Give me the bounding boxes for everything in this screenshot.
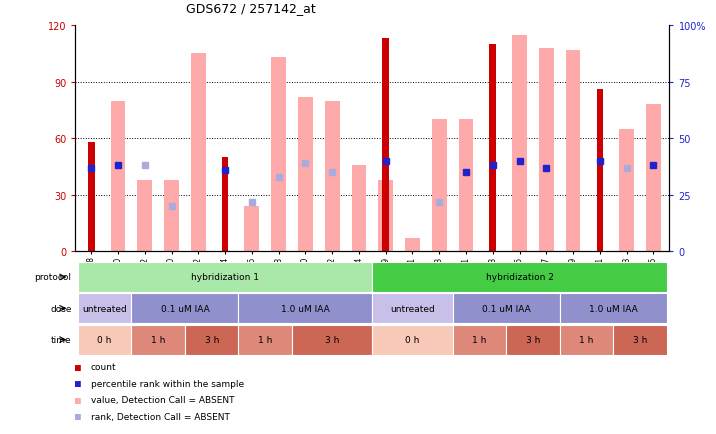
Text: ■: ■ xyxy=(75,395,81,404)
Bar xyxy=(539,49,553,252)
Bar xyxy=(238,293,372,324)
Bar xyxy=(490,45,496,252)
Text: 3 h: 3 h xyxy=(526,335,540,344)
Text: 0 h: 0 h xyxy=(405,335,420,344)
Bar xyxy=(646,105,661,252)
Text: time: time xyxy=(51,335,72,344)
Text: percentile rank within the sample: percentile rank within the sample xyxy=(91,379,244,388)
Text: 3 h: 3 h xyxy=(633,335,647,344)
Bar xyxy=(382,39,389,252)
Bar xyxy=(619,129,634,252)
Bar xyxy=(78,293,132,324)
Bar xyxy=(238,325,292,355)
Bar xyxy=(78,262,372,293)
Bar xyxy=(191,54,205,252)
Bar xyxy=(372,325,453,355)
Bar xyxy=(453,293,560,324)
Bar xyxy=(88,143,95,252)
Text: value, Detection Call = ABSENT: value, Detection Call = ABSENT xyxy=(91,395,234,404)
Bar xyxy=(405,239,420,252)
Bar xyxy=(459,120,473,252)
Text: 1.0 uM IAA: 1.0 uM IAA xyxy=(589,304,638,313)
Text: hybridization 2: hybridization 2 xyxy=(485,273,553,282)
Bar xyxy=(137,180,152,252)
Bar xyxy=(506,325,560,355)
Bar xyxy=(271,58,286,252)
Bar xyxy=(164,180,179,252)
Text: rank, Detection Call = ABSENT: rank, Detection Call = ABSENT xyxy=(91,412,230,421)
Text: 3 h: 3 h xyxy=(325,335,339,344)
Text: ■: ■ xyxy=(75,411,81,421)
Bar xyxy=(222,158,228,252)
Text: protocol: protocol xyxy=(34,273,72,282)
Bar xyxy=(372,293,453,324)
Bar xyxy=(378,180,393,252)
Bar xyxy=(132,293,238,324)
Text: 1 h: 1 h xyxy=(579,335,594,344)
Text: 0.1 uM IAA: 0.1 uM IAA xyxy=(482,304,531,313)
Bar xyxy=(432,120,447,252)
Bar xyxy=(244,207,259,252)
Bar xyxy=(298,98,313,252)
Bar xyxy=(132,325,185,355)
Text: 3 h: 3 h xyxy=(205,335,219,344)
Bar xyxy=(78,325,132,355)
Bar xyxy=(613,325,667,355)
Text: 1 h: 1 h xyxy=(258,335,272,344)
Text: dose: dose xyxy=(50,304,72,313)
Text: hybridization 1: hybridization 1 xyxy=(191,273,259,282)
Bar xyxy=(372,262,667,293)
Bar xyxy=(596,90,603,252)
Bar xyxy=(292,325,372,355)
Bar xyxy=(560,293,667,324)
Text: ■: ■ xyxy=(75,362,81,372)
Text: 1 h: 1 h xyxy=(151,335,165,344)
Bar xyxy=(566,50,581,252)
Text: 0 h: 0 h xyxy=(97,335,112,344)
Bar xyxy=(111,101,125,252)
Text: 0.1 uM IAA: 0.1 uM IAA xyxy=(160,304,209,313)
Text: untreated: untreated xyxy=(82,304,127,313)
Bar xyxy=(512,36,527,252)
Text: untreated: untreated xyxy=(390,304,435,313)
Text: count: count xyxy=(91,362,117,371)
Text: 1 h: 1 h xyxy=(473,335,487,344)
Bar xyxy=(453,325,506,355)
Bar xyxy=(325,101,339,252)
Text: ■: ■ xyxy=(75,378,81,388)
Bar xyxy=(352,165,367,252)
Text: 1.0 uM IAA: 1.0 uM IAA xyxy=(281,304,330,313)
Bar xyxy=(560,325,613,355)
Text: GDS672 / 257142_at: GDS672 / 257142_at xyxy=(185,2,316,15)
Bar xyxy=(185,325,238,355)
